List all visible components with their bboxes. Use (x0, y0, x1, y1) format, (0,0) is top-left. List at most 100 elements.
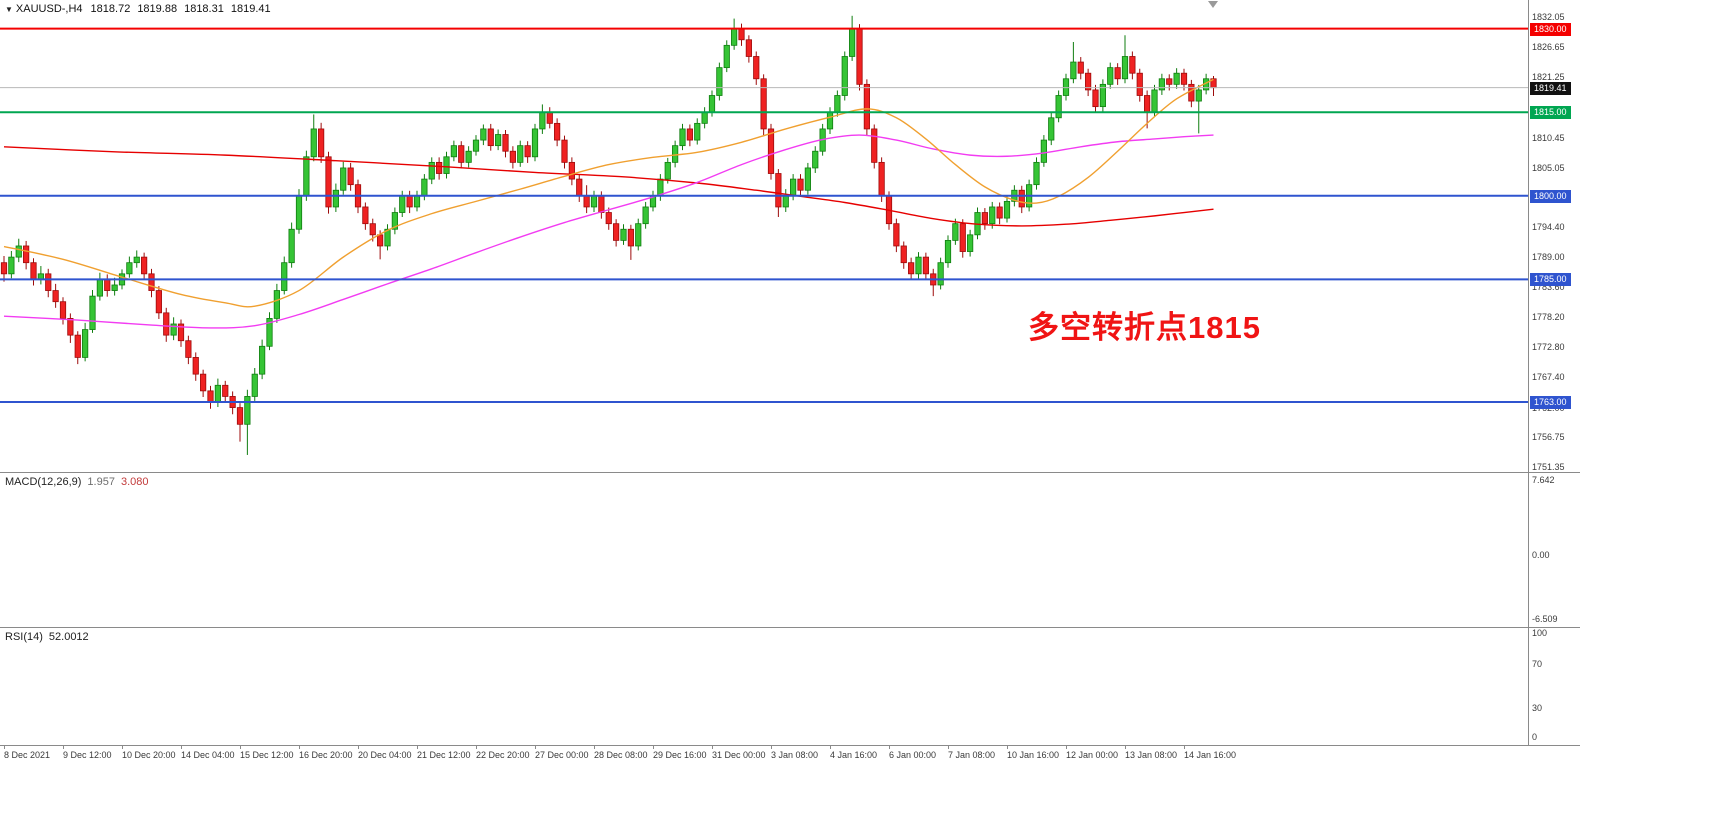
time-label: 12 Jan 00:00 (1066, 750, 1119, 760)
price-tick-label: 1832.05 (1532, 12, 1565, 23)
divider-chart-priceaxis (1528, 0, 1529, 745)
ma-mid-magenta[interactable] (3, 134, 1214, 329)
macd-panel: MACD(12,26,9) 1.957 3.080 (0, 473, 1528, 627)
main-chart-panel: ▼ XAUUSD-,H4 1818.72 1819.88 1818.31 1819.41 … (0, 0, 1528, 472)
price-level-badge: 1785.00 (1530, 273, 1571, 287)
time-tick (122, 746, 123, 749)
macd-label: MACD(12,26,9) 1.957 3.080 (5, 476, 148, 488)
time-tick (299, 746, 300, 749)
time-tick (535, 746, 536, 749)
open-value: 1818.72 (90, 3, 131, 15)
time-label: 13 Jan 08:00 (1125, 750, 1178, 760)
macd-signal-value: 3.080 (120, 476, 149, 488)
macd-axis-zero: 0.00 (1532, 550, 1550, 561)
price-level-badge: 1763.00 (1530, 396, 1571, 409)
chart-annotation-text[interactable]: 多空转折点1815 (1028, 310, 1261, 345)
ma-fast-orange[interactable] (3, 78, 1214, 308)
rsi-name: RSI(14) (5, 631, 43, 643)
ma-slow-red[interactable] (3, 146, 1214, 227)
time-label: 9 Dec 12:00 (63, 750, 112, 760)
price-level-badge: 1815.00 (1530, 106, 1571, 120)
time-tick (889, 746, 890, 749)
time-tick (948, 746, 949, 749)
price-level-badge: 1800.00 (1530, 189, 1571, 203)
time-label: 10 Dec 20:00 (122, 750, 176, 760)
rsi-axis-100: 100 (1532, 628, 1548, 638)
time-tick (417, 746, 418, 749)
rsi-axis-0: 0 (1532, 732, 1538, 742)
time-label: 14 Dec 04:00 (181, 750, 235, 760)
time-label: 21 Dec 12:00 (417, 750, 471, 760)
time-label: 28 Dec 08:00 (594, 750, 648, 760)
macd-axis-max: 7.642 (1532, 475, 1555, 485)
time-label: 8 Dec 2021 (4, 750, 51, 760)
time-tick (1125, 746, 1126, 749)
price-tick-label: 1821.25 (1532, 72, 1565, 83)
rsi-axis-70: 70 (1532, 659, 1543, 670)
time-tick (476, 746, 477, 749)
time-label: 15 Dec 12:00 (240, 750, 294, 760)
rsi-value: 52.0012 (48, 631, 89, 643)
time-tick (594, 746, 595, 749)
time-tick (1184, 746, 1185, 749)
price-axis[interactable]: 1832.05 1826.65 1821.25 1810.45 1805.05 1794.… (1530, 0, 1588, 472)
macd-main-value: 1.957 (87, 476, 115, 488)
candlestick-series (0, 15, 1217, 455)
price-tick-label: 1789.00 (1532, 252, 1565, 263)
price-tick-label: 1810.45 (1532, 132, 1565, 143)
low-value: 1818.31 (184, 3, 224, 15)
divider-rsi-timeaxis (0, 745, 1580, 746)
rsi-axis-30: 30 (1532, 702, 1543, 713)
time-tick (1066, 746, 1067, 749)
time-label: 20 Dec 04:00 (358, 750, 412, 760)
rsi-label: RSI(14) 52.0012 (5, 631, 89, 643)
symbol-timeframe-label: XAUUSD-,H4 (15, 3, 83, 15)
current-price-badge: 1819.41 (1530, 81, 1571, 95)
time-label: 3 Jan 08:00 (771, 750, 819, 760)
price-tick-label: 1756.75 (1532, 431, 1565, 442)
chart-dropdown-icon[interactable]: ▼ (5, 5, 13, 14)
time-tick (653, 746, 654, 749)
price-tick-label: 1805.05 (1532, 162, 1565, 173)
time-tick (358, 746, 359, 749)
time-tick (4, 746, 5, 749)
time-label: 4 Jan 16:00 (830, 750, 878, 760)
main-chart-canvas[interactable] (0, 0, 1528, 472)
price-tick-label: 1772.80 (1532, 342, 1565, 353)
price-tick-label: 1767.40 (1532, 372, 1565, 383)
price-tick-label: 1751.35 (1532, 461, 1565, 472)
time-label: 27 Dec 00:00 (535, 750, 589, 760)
macd-axis-min: -6.509 (1532, 614, 1558, 624)
divider-macd-rsi (0, 627, 1580, 628)
time-label: 10 Jan 16:00 (1007, 750, 1060, 760)
price-tick-label: 1783.60 (1532, 282, 1565, 293)
price-level-badge: 1830.00 (1530, 22, 1571, 36)
time-tick (1007, 746, 1008, 749)
time-label: 7 Jan 08:00 (948, 750, 996, 760)
time-axis[interactable]: 8 Dec 2021 9 Dec 12:00 10 Dec 20:00 14 Dec … (0, 746, 1580, 762)
time-tick (712, 746, 713, 749)
price-tick-label: 1826.65 (1532, 42, 1565, 53)
time-label: 31 Dec 00:00 (712, 750, 766, 760)
time-tick (830, 746, 831, 749)
chart-shift-marker-icon[interactable] (1208, 1, 1218, 8)
price-tick-label: 1778.20 (1532, 312, 1565, 323)
price-tick-label: 1794.40 (1532, 222, 1565, 233)
time-tick (240, 746, 241, 749)
symbol-info: ▼ XAUUSD-,H4 1818.72 1819.88 1818.31 1819.41 (5, 3, 278, 15)
time-label: 22 Dec 20:00 (476, 750, 530, 760)
close-value: 1819.41 (230, 3, 271, 15)
time-tick (771, 746, 772, 749)
time-label: 29 Dec 16:00 (653, 750, 707, 760)
rsi-axis: 100 70 30 0 (1530, 628, 1588, 745)
time-label: 6 Jan 00:00 (889, 750, 937, 760)
rsi-panel: RSI(14) 52.0012 (0, 628, 1528, 745)
divider-main-macd (0, 472, 1580, 473)
high-value: 1819.88 (137, 3, 178, 15)
time-tick (63, 746, 64, 749)
time-label: 16 Dec 20:00 (299, 750, 353, 760)
macd-axis: 7.642 0.00 -6.509 (1530, 473, 1588, 627)
macd-name: MACD(12,26,9) (5, 476, 82, 488)
time-tick (181, 746, 182, 749)
